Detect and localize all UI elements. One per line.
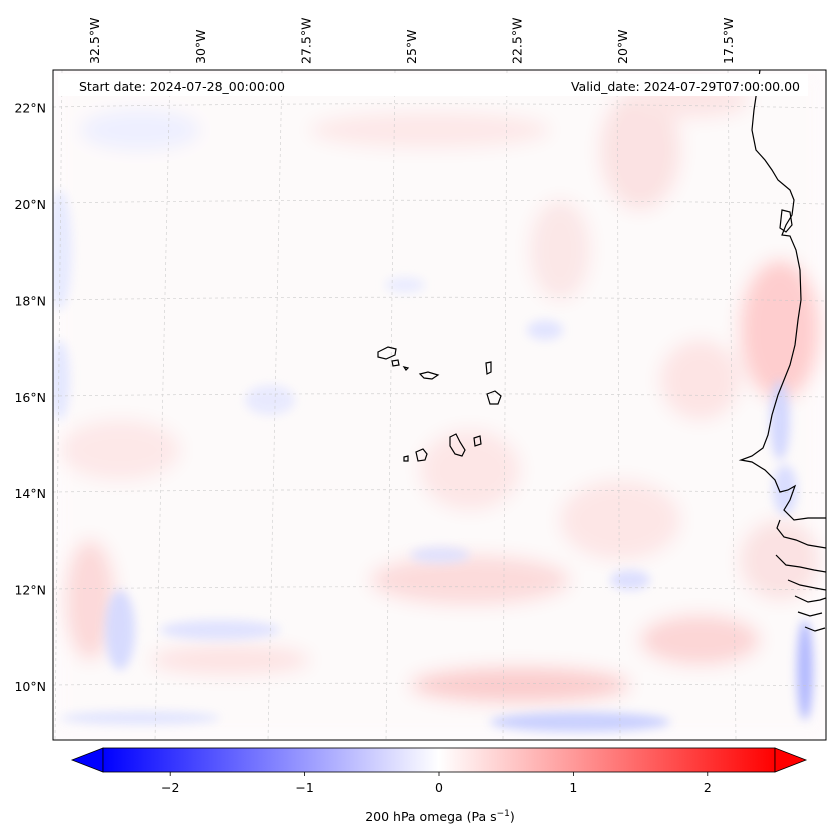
colorbar-gradient [102, 747, 776, 773]
colorbar-tick-label: −2 [161, 780, 179, 795]
lon-tick-label: 27.5°W [298, 18, 313, 64]
lon-tick-label: 20°W [615, 29, 630, 64]
colorbar-extend-max [774, 747, 808, 773]
island-santiago [449, 433, 466, 457]
island-santo-antao [377, 346, 397, 360]
colorbar-tick-label: 1 [569, 780, 577, 795]
lat-tick-label: 12°N [14, 583, 46, 598]
cape-verde-islands [377, 346, 502, 462]
island-brava [403, 455, 409, 462]
longitude-labels: 32.5°W 30°W 27.5°W 25°W 22.5°W 20°W 17.5°W [87, 18, 736, 64]
lon-tick-label: 25°W [404, 29, 419, 64]
colorbar-tick-label: 2 [704, 780, 712, 795]
lat-tick-label: 18°N [14, 293, 46, 308]
valid-date-label: Valid_date: 2024-07-29T07:00:00.00 [571, 79, 800, 94]
omega-field [53, 70, 826, 740]
latitude-labels: 22°N 20°N 18°N 16°N 14°N 12°N 10°N [14, 101, 46, 694]
colorbar-extend-min [70, 747, 104, 773]
lon-tick-label: 17.5°W [721, 18, 736, 64]
island-maio [473, 435, 482, 447]
island-sao-vicente [391, 359, 400, 367]
lat-tick-label: 22°N [14, 101, 46, 116]
colorbar-tick-label: −1 [295, 780, 313, 795]
island-fogo [415, 448, 428, 462]
lat-tick-label: 20°N [14, 197, 46, 212]
coastline [738, 70, 826, 632]
lat-tick-label: 10°N [14, 679, 46, 694]
africa-coastline [738, 70, 826, 521]
colorbar: −2 −1 0 1 2 200 hPa omega (Pa s−1) [70, 747, 808, 824]
island-boa-vista [486, 390, 502, 405]
lat-tick-label: 16°N [14, 390, 46, 405]
map-frame [52, 69, 827, 741]
colorbar-ticks: −2 −1 0 1 2 [161, 772, 712, 795]
island-sal [485, 361, 492, 375]
lon-tick-label: 30°W [193, 29, 208, 64]
colorbar-tick-label: 0 [435, 780, 443, 795]
lon-tick-label: 32.5°W [87, 18, 102, 64]
colorbar-label: 200 hPa omega (Pa s−1) [365, 809, 515, 824]
header-box: Start date: 2024-07-28_00:00:00 Valid_da… [58, 74, 808, 96]
gridlines [53, 70, 826, 740]
island-santa-luzia [402, 366, 410, 371]
start-date-label: Start date: 2024-07-28_00:00:00 [79, 79, 285, 94]
lon-tick-label: 22.5°W [510, 18, 525, 64]
island-sao-nicolau [418, 371, 440, 380]
lat-tick-label: 14°N [14, 486, 46, 501]
